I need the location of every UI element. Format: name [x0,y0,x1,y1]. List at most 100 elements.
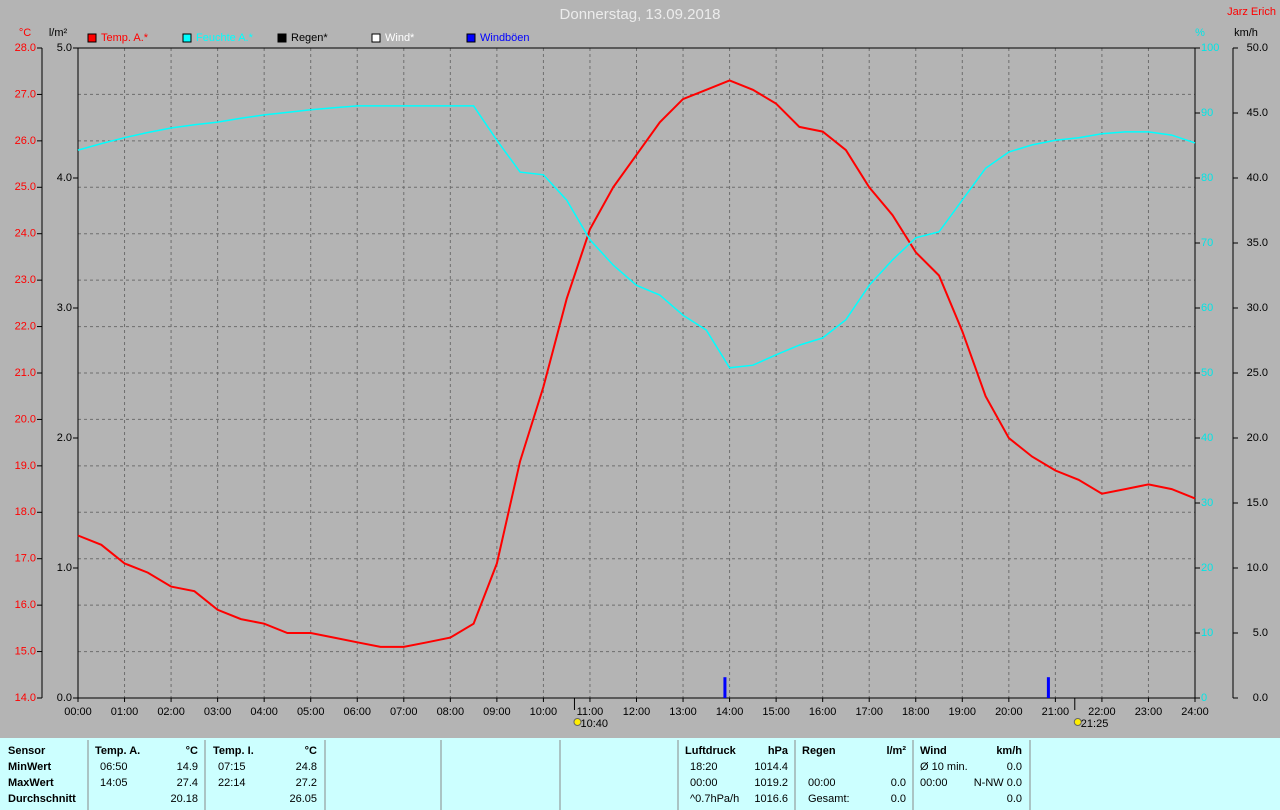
axis-unit: l/m² [49,27,68,39]
x-tick-label: 19:00 [949,706,977,718]
legend-swatch [87,33,97,43]
row-label: Durchschnitt [8,793,76,805]
stat-label: 22:14 [218,777,246,789]
x-tick-label: 14:00 [716,706,744,718]
stat-value: 0.0 [1007,793,1022,805]
axis-unit: % [1195,27,1205,39]
x-tick-label: 23:00 [1135,706,1163,718]
y-tick-label: 28.0 [15,42,36,54]
section-unit: l/m² [886,745,906,757]
y-tick-label: 70 [1201,237,1213,249]
x-tick-label: 06:00 [343,706,371,718]
y-tick-label: 26.0 [15,135,36,147]
y-tick-label: 24.0 [15,228,36,240]
stats-dividers [87,740,1031,810]
stat-label: ^0.7hPa/h [690,793,739,805]
gust-spike [1046,677,1050,698]
section-unit: km/h [996,745,1022,757]
axis-unit: °C [19,27,31,39]
section-header: Wind [920,745,947,757]
stat-value: 26.05 [289,793,317,805]
y-tick-label: 0 [1201,692,1207,704]
y-tick-label: 0.0 [57,692,72,704]
y-tick-label: 0.0 [1253,692,1268,704]
y-tick-label: 19.0 [15,460,36,472]
y-tick-label: 35.0 [1247,237,1268,249]
row-label: MinWert [8,761,52,773]
stat-label: 00:00 [808,777,836,789]
y-tick-label: 40.0 [1247,172,1268,184]
y-tick-label: 100 [1201,42,1219,54]
data-line [77,105,1196,369]
gust-spike [723,677,727,698]
stats-table: Sensor MinWert MaxWert Durchschnitt Temp. A.… [0,738,1280,810]
station-name: Jarz Erich [1227,6,1276,18]
y-tick-label: 21.0 [15,367,36,379]
y-tick-label: 50 [1201,367,1213,379]
x-tick-label: 07:00 [390,706,418,718]
stat-value: 0.0 [891,793,906,805]
marker-label: 10:40 [580,718,608,730]
section-unit: °C [305,745,317,757]
y-tick-label: 10.0 [1247,562,1268,574]
x-tick-label: 24:00 [1181,706,1209,718]
stats-background [0,738,1280,810]
x-tick-label: 00:00 [64,706,92,718]
x-tick-label: 12:00 [623,706,651,718]
stat-value: 20.18 [170,793,198,805]
sun-icon [1073,718,1082,726]
sun-icon [573,718,582,726]
x-tick-label: 13:00 [669,706,697,718]
y-tick-label: 2.0 [57,432,72,444]
y-tick-label: 15.0 [1247,497,1268,509]
stat-label: Gesamt: [808,793,850,805]
stat-label: 14:05 [100,777,128,789]
stat-label: 00:00 [920,777,948,789]
legend-label: Regen* [291,32,328,44]
y-tick-label: 60 [1201,302,1213,314]
stat-label: 00:00 [690,777,718,789]
y-tick-label: 40 [1201,432,1213,444]
y-tick-label: 27.0 [15,88,36,100]
marker-label: 21:25 [1081,718,1109,730]
y-tick-label: 90 [1201,107,1213,119]
stat-value: 24.8 [296,761,317,773]
y-tick-label: 16.0 [15,599,36,611]
x-tick-label: 03:00 [204,706,232,718]
section-header: Luftdruck [685,745,737,757]
y-tick-label: 45.0 [1247,107,1268,119]
y-tick-label: 5.0 [57,42,72,54]
y-tick-label: 15.0 [15,645,36,657]
stat-value: 1014.4 [754,761,788,773]
stat-value: 14.9 [177,761,198,773]
section-header: Temp. I. [213,745,254,757]
legend-label: Temp. A.* [101,32,149,44]
legend-swatch [277,33,287,43]
legend-swatch [182,33,192,43]
stat-value: 0.0 [891,777,906,789]
y-tick-label: 17.0 [15,553,36,565]
y-tick-label: 25.0 [15,181,36,193]
y-tick-label: 23.0 [15,274,36,286]
x-tick-label: 08:00 [437,706,465,718]
legend-label: Wind* [385,32,415,44]
y-tick-label: 25.0 [1247,367,1268,379]
axis-unit: km/h [1234,27,1258,39]
stat-value: 27.4 [177,777,198,789]
y-tick-label: 50.0 [1247,42,1268,54]
x-tick-label: 05:00 [297,706,325,718]
legend-swatch [371,33,381,43]
x-tick-label: 20:00 [995,706,1023,718]
section-header: Regen [802,745,836,757]
x-tick-label: 04:00 [250,706,278,718]
data-line [77,79,1196,648]
y-tick-label: 10 [1201,627,1213,639]
x-tick-label: 02:00 [157,706,185,718]
y-tick-label: 22.0 [15,320,36,332]
x-tick-label: 18:00 [902,706,930,718]
x-tick-label: 17:00 [855,706,883,718]
x-tick-label: 10:00 [530,706,558,718]
stat-value: 27.2 [296,777,317,789]
